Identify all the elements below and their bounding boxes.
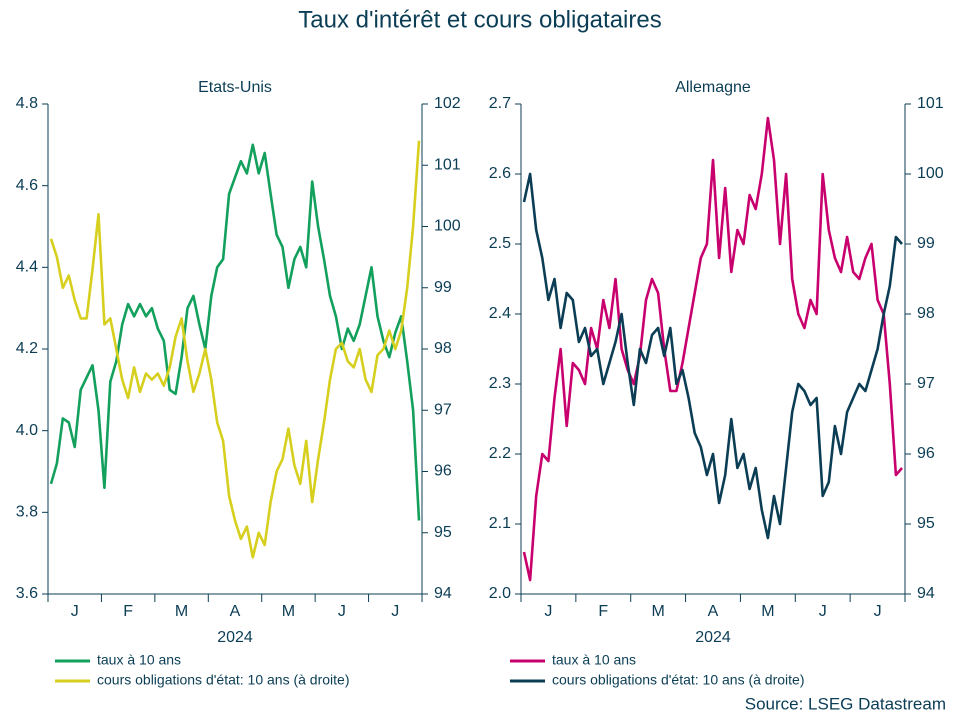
x-axis-label: 2024: [695, 629, 731, 646]
x-tick-label: J: [71, 603, 79, 620]
x-tick-label: A: [708, 603, 719, 620]
y2-tick-label: 96: [917, 445, 935, 462]
y2-tick-label: 94: [434, 585, 452, 602]
series-line: [49, 143, 421, 521]
x-tick-label: M: [651, 603, 664, 620]
y-tick-label: 3.8: [16, 504, 38, 521]
y-tick-label: 2.5: [489, 235, 511, 252]
y-tick-label: 4.0: [16, 422, 38, 439]
y-tick-label: 3.6: [16, 585, 38, 602]
legend-label: cours obligations d'état: 10 ans (à droi…: [97, 672, 350, 688]
x-tick-label: M: [175, 603, 188, 620]
series-line: [522, 172, 903, 540]
y-tick-label: 2.4: [489, 305, 511, 322]
x-tick-label: J: [874, 603, 882, 620]
y2-tick-label: 100: [917, 165, 944, 182]
legend-label: cours obligations d'état: 10 ans (à droi…: [552, 672, 805, 688]
x-axis-label: 2024: [217, 629, 253, 646]
y2-tick-label: 96: [434, 463, 452, 480]
x-tick-label: F: [598, 603, 608, 620]
y2-tick-label: 94: [917, 585, 935, 602]
y-tick-label: 2.6: [489, 165, 511, 182]
y2-tick-label: 99: [917, 235, 935, 252]
x-tick-label: F: [123, 603, 133, 620]
y2-tick-label: 101: [434, 156, 461, 173]
x-tick-label: J: [391, 603, 399, 620]
y-tick-label: 2.3: [489, 375, 511, 392]
y-tick-label: 2.2: [489, 445, 511, 462]
x-tick-label: J: [338, 603, 346, 620]
series-line: [522, 116, 903, 582]
y2-tick-label: 97: [917, 375, 935, 392]
panel-title: Etats-Unis: [198, 79, 272, 96]
y-tick-label: 4.8: [16, 95, 38, 112]
y-tick-label: 4.6: [16, 177, 38, 194]
y-tick-label: 2.7: [489, 95, 511, 112]
y-tick-label: 4.2: [16, 340, 38, 357]
y-tick-label: 4.4: [16, 259, 38, 276]
legend-label: taux à 10 ans: [97, 652, 181, 668]
y2-tick-label: 102: [434, 95, 461, 112]
legend-label: taux à 10 ans: [552, 652, 636, 668]
x-tick-label: J: [819, 603, 827, 620]
y2-tick-label: 101: [917, 95, 944, 112]
x-tick-label: J: [544, 603, 552, 620]
series-line: [49, 140, 421, 559]
panel-title: Allemagne: [675, 79, 751, 96]
y2-tick-label: 95: [434, 524, 452, 541]
y2-tick-label: 100: [434, 218, 461, 235]
y-tick-label: 2.0: [489, 585, 511, 602]
y2-tick-label: 97: [434, 401, 452, 418]
source: Source: LSEG Datastream: [745, 694, 946, 713]
x-tick-label: M: [761, 603, 774, 620]
x-tick-label: M: [282, 603, 295, 620]
y2-tick-label: 98: [917, 305, 935, 322]
y2-tick-label: 95: [917, 515, 935, 532]
x-tick-label: A: [230, 603, 241, 620]
y2-tick-label: 98: [434, 340, 452, 357]
y-tick-label: 2.1: [489, 515, 511, 532]
y2-tick-label: 99: [434, 279, 452, 296]
chart-title: Taux d'intérêt et cours obligataires: [298, 6, 661, 33]
